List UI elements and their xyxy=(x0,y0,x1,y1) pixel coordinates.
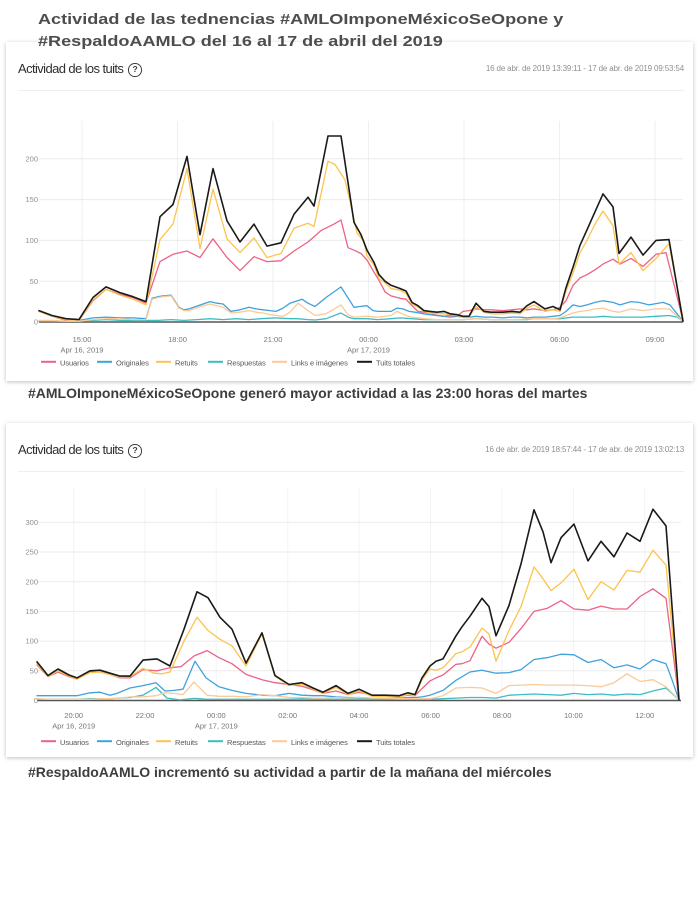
svg-text:08:00: 08:00 xyxy=(493,711,512,720)
svg-text:00:00: 00:00 xyxy=(359,335,378,344)
svg-text:100: 100 xyxy=(25,637,38,646)
svg-text:Links e imágenes: Links e imágenes xyxy=(291,358,348,367)
svg-text:50: 50 xyxy=(30,666,38,675)
svg-text:00:00: 00:00 xyxy=(207,711,226,720)
svg-text:20:00: 20:00 xyxy=(64,711,83,720)
svg-text:0: 0 xyxy=(34,696,38,705)
svg-text:Apr 17, 2019: Apr 17, 2019 xyxy=(195,722,238,731)
svg-text:150: 150 xyxy=(25,607,38,616)
svg-text:200: 200 xyxy=(25,154,38,163)
svg-text:12:00: 12:00 xyxy=(635,711,654,720)
svg-text:Tuits totales: Tuits totales xyxy=(376,738,415,747)
svg-text:02:00: 02:00 xyxy=(278,711,297,720)
svg-text:Respuestas: Respuestas xyxy=(227,358,266,367)
svg-text:Apr 16, 2019: Apr 16, 2019 xyxy=(52,722,95,731)
svg-text:100: 100 xyxy=(25,236,38,245)
svg-text:Respuestas: Respuestas xyxy=(227,738,266,747)
svg-text:Originales: Originales xyxy=(116,358,149,367)
svg-text:Retuits: Retuits xyxy=(175,738,198,747)
svg-text:Originales: Originales xyxy=(116,738,149,747)
svg-text:04:00: 04:00 xyxy=(350,711,369,720)
svg-text:Apr 17, 2019: Apr 17, 2019 xyxy=(347,346,390,355)
svg-text:Tuits totales: Tuits totales xyxy=(376,358,415,367)
svg-text:Retuits: Retuits xyxy=(175,358,198,367)
svg-text:200: 200 xyxy=(25,577,38,586)
svg-text:06:00: 06:00 xyxy=(550,335,569,344)
svg-text:22:00: 22:00 xyxy=(136,711,155,720)
svg-text:18:00: 18:00 xyxy=(168,335,187,344)
svg-text:Links e imágenes: Links e imágenes xyxy=(291,738,348,747)
svg-text:Apr 16, 2019: Apr 16, 2019 xyxy=(61,346,104,355)
svg-text:300: 300 xyxy=(25,518,38,527)
svg-text:250: 250 xyxy=(25,548,38,557)
svg-text:03:00: 03:00 xyxy=(455,335,474,344)
svg-text:06:00: 06:00 xyxy=(421,711,440,720)
svg-text:10:00: 10:00 xyxy=(564,711,583,720)
svg-text:0: 0 xyxy=(34,318,38,327)
svg-text:Usuarios: Usuarios xyxy=(60,358,89,367)
svg-text:09:00: 09:00 xyxy=(646,335,665,344)
svg-text:15:00: 15:00 xyxy=(73,335,92,344)
svg-text:50: 50 xyxy=(30,277,38,286)
svg-text:150: 150 xyxy=(25,195,38,204)
svg-text:Usuarios: Usuarios xyxy=(60,738,89,747)
svg-text:21:00: 21:00 xyxy=(264,335,283,344)
